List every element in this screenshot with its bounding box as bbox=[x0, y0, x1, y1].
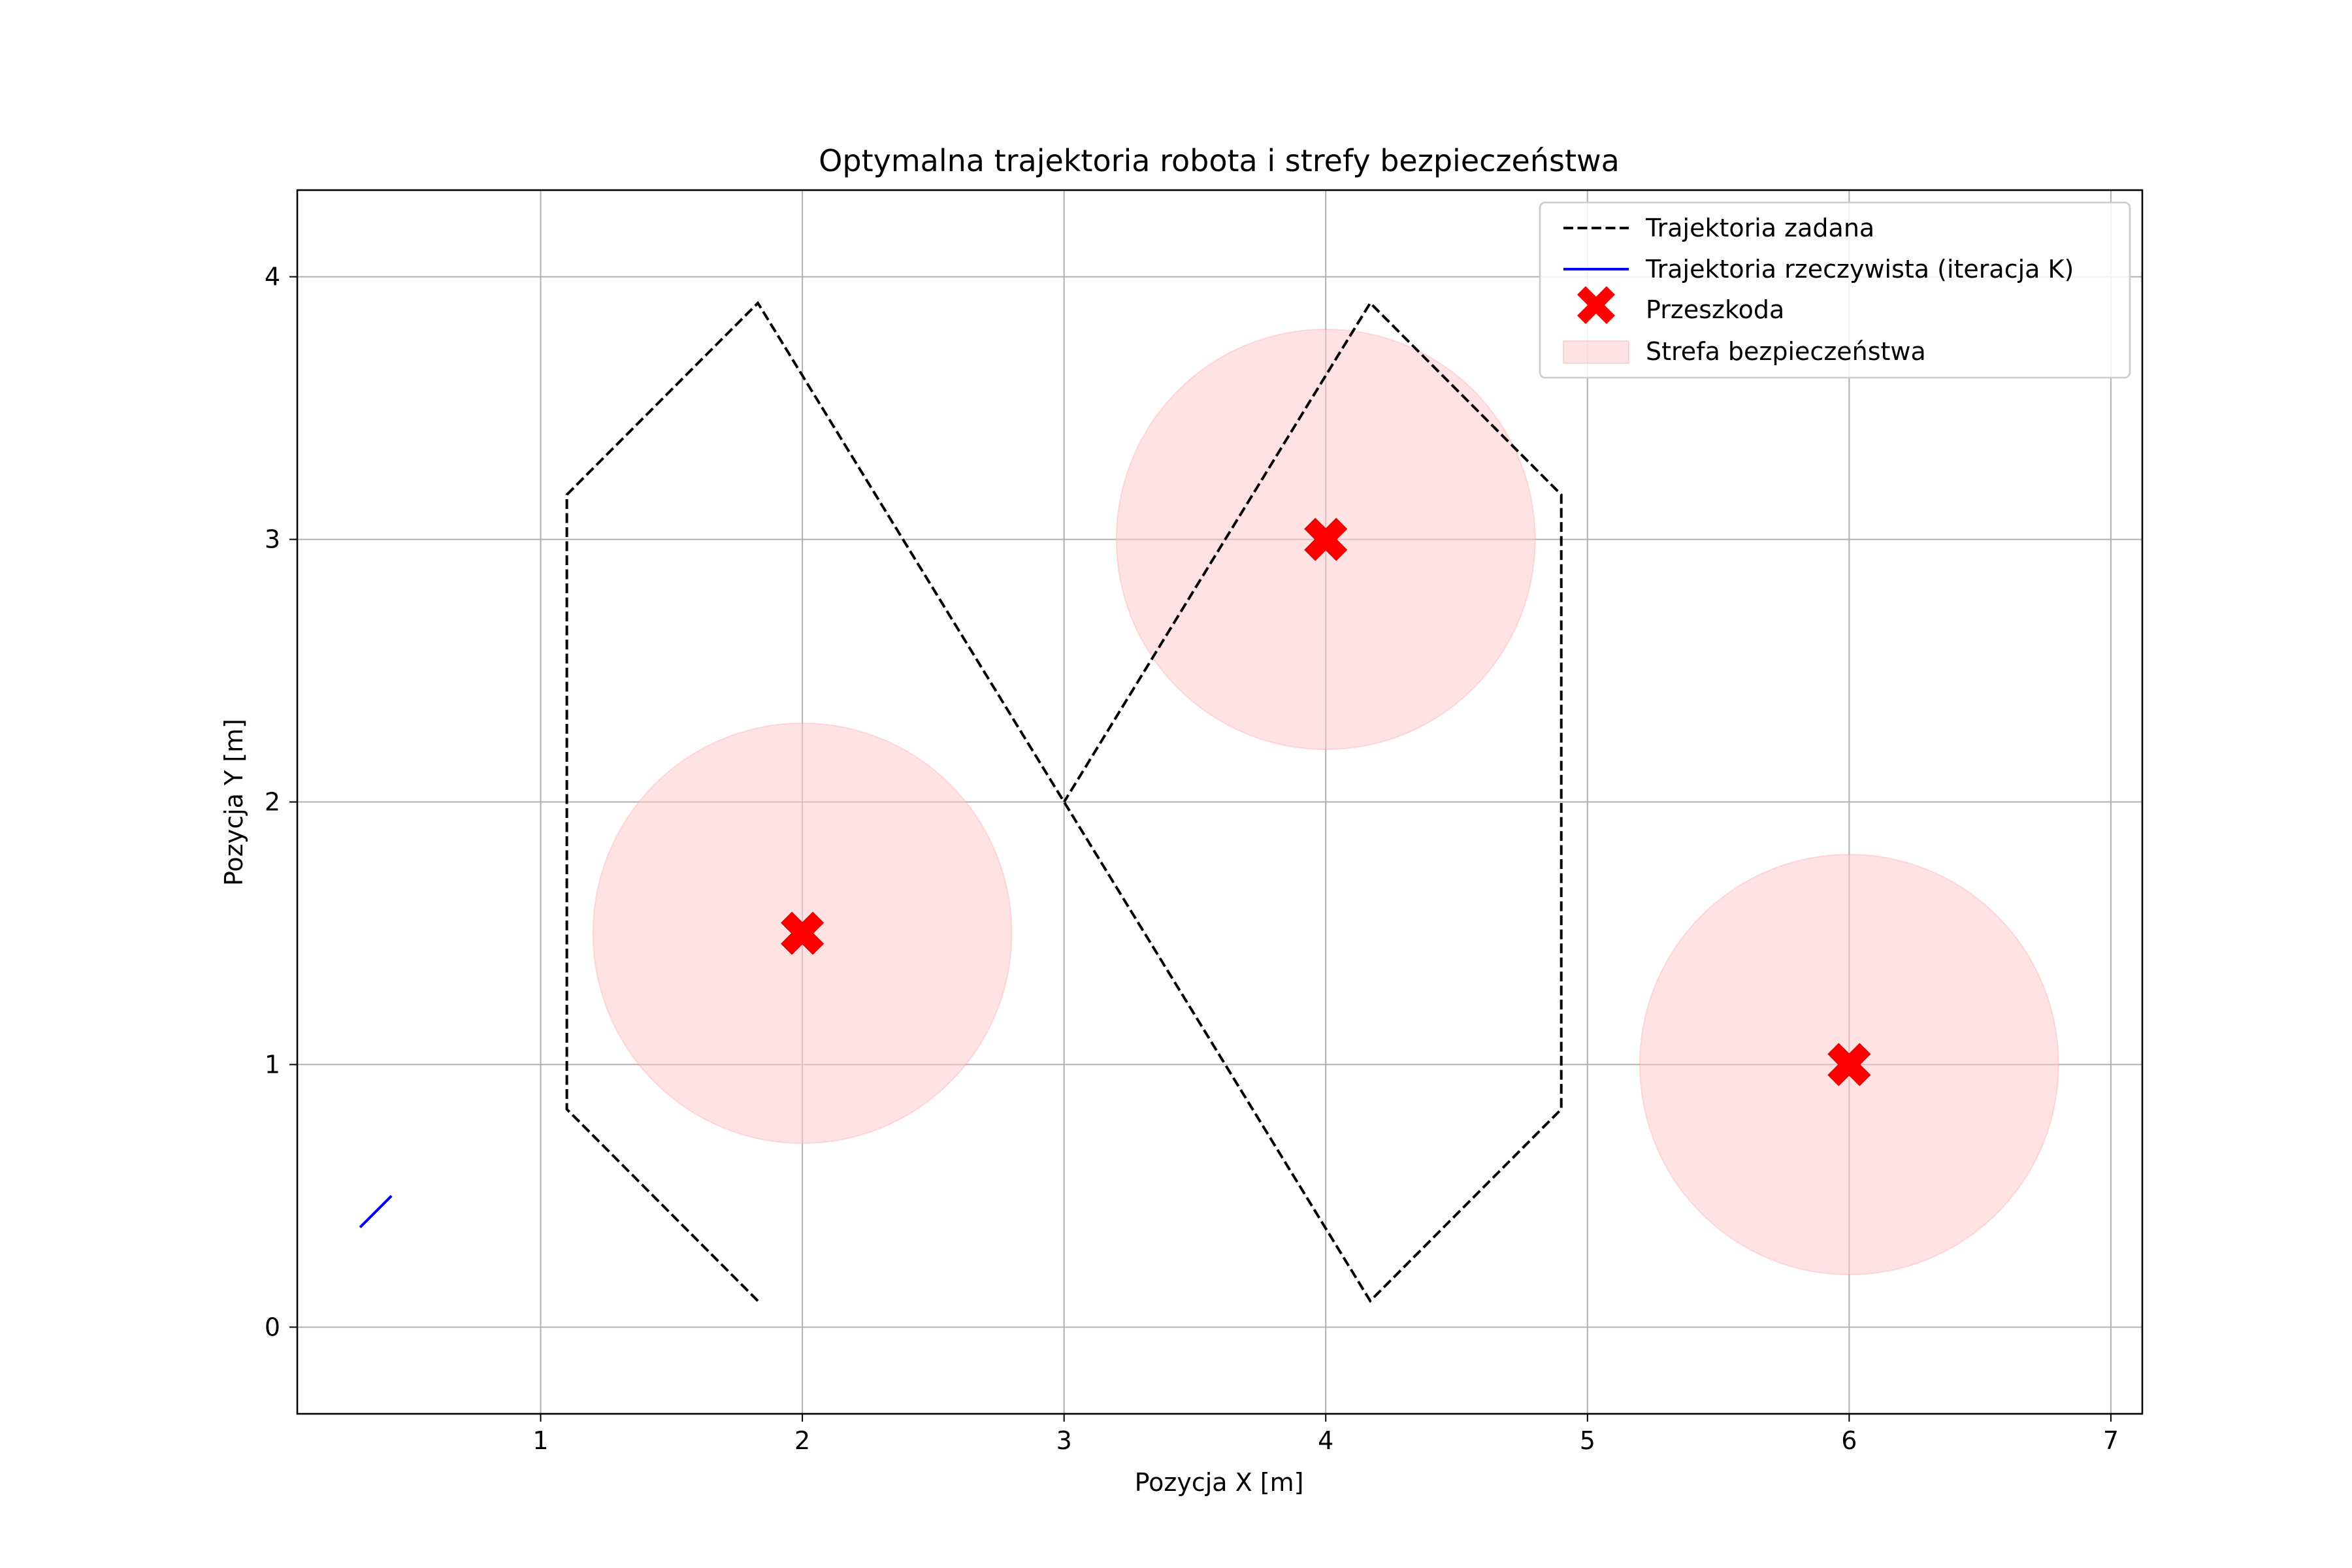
x-tick-label: 6 bbox=[1841, 1426, 1857, 1455]
legend-box bbox=[1539, 201, 2131, 379]
reference-trajectory-line bbox=[565, 301, 1563, 1303]
y-axis-label: Pozycja Y [m] bbox=[220, 719, 248, 886]
obstacle-marker bbox=[1304, 517, 1348, 561]
legend-label-strefa-bezpieczenstwa: Strefa bezpieczeństwa bbox=[1646, 337, 1926, 366]
y-axis-ticks: 0 1 2 3 4 bbox=[265, 263, 297, 1341]
y-tick-label: 0 bbox=[265, 1313, 280, 1341]
x-axis-ticks: 1 2 3 4 5 6 7 bbox=[532, 1414, 2119, 1455]
x-tick-label: 1 bbox=[532, 1426, 548, 1455]
legend: Trajektoria zadana Trajektoria rzeczywis… bbox=[1539, 201, 2131, 379]
legend-label-trajektoria-rzeczywista: Trajektoria rzeczywista (iteracja K) bbox=[1645, 255, 2074, 284]
legend-label-przeszkoda: Przeszkoda bbox=[1646, 295, 1784, 324]
legend-x-marker-icon bbox=[1577, 286, 1615, 324]
y-tick-label: 3 bbox=[265, 525, 280, 554]
obstacle-marker bbox=[1827, 1043, 1871, 1086]
x-tick-label: 3 bbox=[1056, 1426, 1072, 1455]
x-tick-label: 4 bbox=[1318, 1426, 1333, 1455]
trajectory-lines bbox=[359, 301, 1563, 1303]
obstacle-markers bbox=[781, 517, 1871, 1086]
x-tick-label: 7 bbox=[2103, 1426, 2119, 1455]
y-tick-label: 2 bbox=[265, 788, 280, 817]
legend-zone-patch-icon bbox=[1563, 340, 1629, 364]
y-tick-label: 4 bbox=[265, 263, 280, 291]
y-tick-label: 1 bbox=[265, 1050, 280, 1079]
x-tick-label: 2 bbox=[794, 1426, 810, 1455]
x-tick-label: 5 bbox=[1580, 1426, 1595, 1455]
actual-trajectory-line bbox=[359, 1194, 393, 1229]
legend-label-trajektoria-zadana: Trajektoria zadana bbox=[1645, 214, 1874, 242]
obstacle-marker bbox=[781, 911, 825, 955]
chart-title: Optymalna trajektoria robota i strefy be… bbox=[819, 143, 1620, 178]
x-axis-label: Pozycja X [m] bbox=[1135, 1468, 1304, 1497]
